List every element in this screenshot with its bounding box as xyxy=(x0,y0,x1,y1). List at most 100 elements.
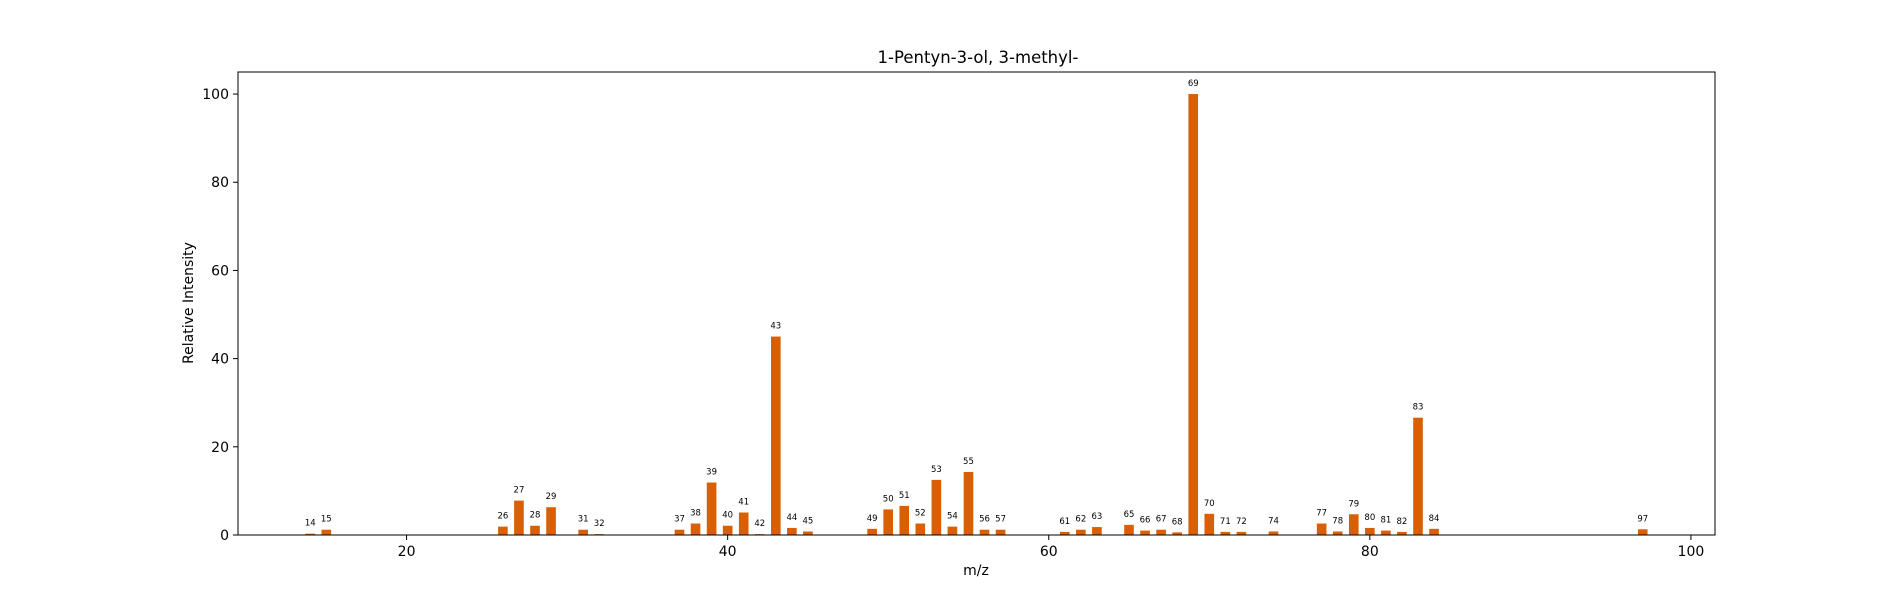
bar-label-mz-78: 78 xyxy=(1332,516,1343,526)
bar-mz-80 xyxy=(1365,527,1375,535)
plot-frame xyxy=(237,71,1716,536)
bar-mz-69 xyxy=(1188,94,1199,536)
x-tick-label: 100 xyxy=(1678,544,1705,560)
bar-label-mz-70: 70 xyxy=(1204,499,1215,509)
y-tick-label: 80 xyxy=(211,175,229,191)
bar-label-mz-44: 44 xyxy=(786,513,797,523)
y-tick-label: 0 xyxy=(220,528,229,544)
bar-mz-74 xyxy=(1268,531,1279,535)
bar-label-mz-38: 38 xyxy=(690,509,701,519)
bar-label-mz-37: 37 xyxy=(674,515,685,525)
bar-mz-28 xyxy=(530,525,540,535)
bar-label-mz-15: 15 xyxy=(321,515,332,525)
bar-mz-31 xyxy=(578,529,588,535)
bar-mz-65 xyxy=(1124,524,1134,535)
bar-label-mz-31: 31 xyxy=(578,515,589,525)
bar-label-mz-81: 81 xyxy=(1380,516,1391,526)
bar-label-mz-63: 63 xyxy=(1091,512,1102,522)
bar-mz-52 xyxy=(915,523,926,535)
bar-label-mz-28: 28 xyxy=(530,511,541,521)
bar-mz-82 xyxy=(1397,531,1407,535)
bar-mz-61 xyxy=(1059,531,1070,535)
x-tick-label: 80 xyxy=(1361,544,1379,560)
bar-mz-66 xyxy=(1140,530,1150,535)
bar-mz-40 xyxy=(722,525,733,535)
bar-label-mz-40: 40 xyxy=(722,511,733,521)
bar-label-mz-49: 49 xyxy=(867,514,878,524)
bar-mz-68 xyxy=(1172,532,1182,535)
bar-label-mz-57: 57 xyxy=(995,515,1006,525)
bar-series xyxy=(305,94,1648,536)
bar-mz-77 xyxy=(1316,523,1327,535)
bar-label-mz-39: 39 xyxy=(706,468,717,478)
bar-label-mz-71: 71 xyxy=(1220,517,1231,527)
bar-label-mz-29: 29 xyxy=(546,492,557,502)
y-axis-label: Relative Intensity xyxy=(181,242,197,364)
bar-mz-56 xyxy=(979,529,990,535)
bar-label-mz-72: 72 xyxy=(1236,517,1247,527)
bar-mz-49 xyxy=(867,528,877,535)
bar-label-mz-65: 65 xyxy=(1124,510,1135,520)
bar-mz-79 xyxy=(1348,514,1359,535)
bar-label-mz-56: 56 xyxy=(979,515,990,525)
y-tick-label: 100 xyxy=(202,87,229,103)
bar-mz-51 xyxy=(899,505,910,535)
y-tick-label: 60 xyxy=(211,263,229,279)
bar-label-mz-45: 45 xyxy=(803,516,814,526)
bar-mz-26 xyxy=(498,526,508,535)
bar-mz-71 xyxy=(1220,531,1231,535)
bar-mz-14 xyxy=(305,533,316,535)
bar-label-mz-32: 32 xyxy=(594,519,605,529)
bar-mz-83 xyxy=(1413,417,1423,535)
bar-mz-67 xyxy=(1156,529,1166,535)
bar-label-mz-50: 50 xyxy=(883,494,894,504)
bar-mz-54 xyxy=(947,526,958,535)
bar-label-mz-52: 52 xyxy=(915,509,926,519)
bar-mz-29 xyxy=(546,507,556,535)
x-axis-label: m/z xyxy=(963,563,989,579)
bar-label-mz-83: 83 xyxy=(1413,403,1424,413)
bar-label-mz-68: 68 xyxy=(1172,517,1183,527)
chart-title: 1-Pentyn-3-ol, 3-methyl- xyxy=(878,48,1079,67)
bar-mz-55 xyxy=(963,471,974,535)
bar-mz-62 xyxy=(1076,529,1086,535)
bar-label-mz-66: 66 xyxy=(1140,516,1151,526)
bar-label-mz-53: 53 xyxy=(931,465,942,475)
y-axis: 0 20 40 60 80 100 xyxy=(202,87,238,544)
bar-mz-53 xyxy=(931,479,942,535)
bar-mz-57 xyxy=(995,529,1006,535)
bar-label-mz-97: 97 xyxy=(1637,514,1648,524)
bar-label-mz-51: 51 xyxy=(899,491,910,501)
bar-label-mz-74: 74 xyxy=(1268,516,1279,526)
bar-mz-38 xyxy=(690,523,701,535)
bar-mz-78 xyxy=(1332,531,1343,535)
bar-label-mz-67: 67 xyxy=(1156,515,1167,525)
x-tick-label: 20 xyxy=(398,544,416,560)
bar-mz-41 xyxy=(738,512,749,535)
bar-mz-63 xyxy=(1092,527,1102,535)
bar-label-mz-79: 79 xyxy=(1348,499,1359,509)
bar-label-mz-43: 43 xyxy=(770,322,781,332)
x-tick-label: 40 xyxy=(719,544,737,560)
bar-label-mz-14: 14 xyxy=(305,519,316,529)
bar-label-mz-26: 26 xyxy=(497,512,508,522)
y-tick-label: 20 xyxy=(211,440,229,456)
bar-mz-50 xyxy=(883,509,894,535)
bar-mz-27 xyxy=(514,500,524,535)
bar-mz-43 xyxy=(771,336,781,535)
bar-label-mz-54: 54 xyxy=(947,512,958,522)
bar-label-mz-42: 42 xyxy=(754,519,765,529)
bar-label-mz-80: 80 xyxy=(1364,513,1375,523)
bar-mz-44 xyxy=(787,527,797,535)
bar-label-mz-82: 82 xyxy=(1397,517,1408,527)
bar-label-mz-77: 77 xyxy=(1316,509,1327,519)
x-tick-label: 60 xyxy=(1040,544,1058,560)
bar-mz-37 xyxy=(674,529,685,535)
bar-label-mz-41: 41 xyxy=(738,498,749,508)
bar-mz-97 xyxy=(1637,529,1648,535)
bar-mz-15 xyxy=(321,529,332,535)
bar-label-mz-55: 55 xyxy=(963,457,974,467)
bar-mz-70 xyxy=(1204,513,1215,535)
bar-label-mz-27: 27 xyxy=(514,486,525,496)
